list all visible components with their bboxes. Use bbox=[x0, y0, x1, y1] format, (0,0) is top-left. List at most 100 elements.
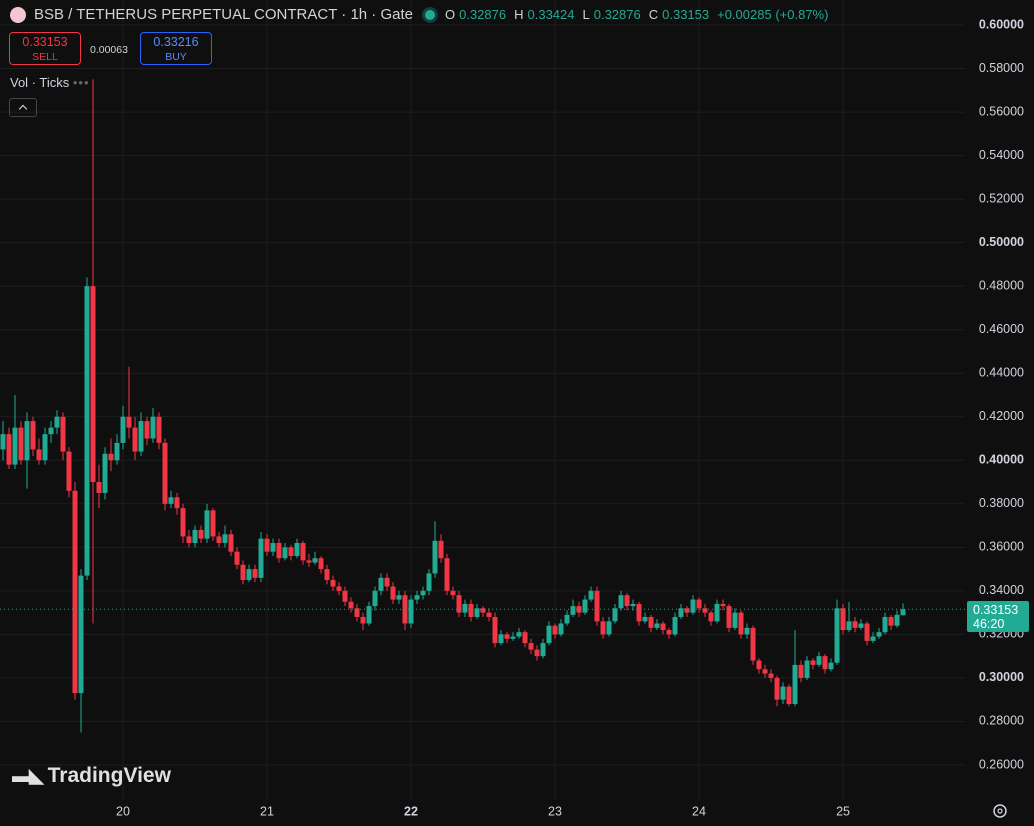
candle-body bbox=[852, 621, 858, 628]
candle-body bbox=[474, 608, 480, 617]
candle-body bbox=[318, 558, 324, 570]
candle-body bbox=[630, 603, 636, 607]
candle-body bbox=[774, 677, 780, 700]
candle-body bbox=[48, 427, 54, 435]
candle-body bbox=[558, 623, 564, 635]
sell-button[interactable]: 0.33153 SELL bbox=[9, 32, 81, 65]
symbol-icon bbox=[10, 6, 26, 23]
candle-body bbox=[114, 442, 120, 461]
candle-body bbox=[486, 612, 492, 617]
countdown: 46:20 bbox=[973, 617, 1005, 631]
candle-body bbox=[708, 612, 714, 622]
candle-body bbox=[462, 603, 468, 613]
candle-body bbox=[606, 621, 612, 635]
candle-body bbox=[612, 608, 618, 622]
candle-body bbox=[390, 586, 396, 600]
candle-body bbox=[414, 595, 420, 600]
candle-body bbox=[798, 664, 804, 678]
y-tick-label: 0.56000 bbox=[979, 104, 1024, 118]
candle-body bbox=[102, 453, 108, 493]
candle-body bbox=[294, 542, 300, 557]
candle-body bbox=[36, 449, 42, 461]
open-value: 0.32876 bbox=[459, 7, 507, 22]
candle-body bbox=[726, 606, 732, 628]
candle-body bbox=[156, 416, 162, 443]
candle-body bbox=[786, 686, 792, 705]
candle-body bbox=[222, 534, 228, 543]
candle-body bbox=[252, 569, 258, 578]
low-value: 0.32876 bbox=[593, 7, 641, 22]
y-tick-label: 0.26000 bbox=[979, 757, 1024, 771]
candle-body bbox=[342, 590, 348, 602]
y-tick-label: 0.52000 bbox=[979, 191, 1024, 205]
x-tick-label: 25 bbox=[836, 804, 850, 818]
candle-body bbox=[408, 599, 414, 624]
settings-icon[interactable] bbox=[993, 804, 1007, 818]
indicator-legend[interactable]: Vol · Ticks ••• bbox=[10, 75, 90, 90]
candle-body bbox=[522, 632, 528, 644]
candle-body bbox=[288, 547, 294, 557]
last-price: 0.33153 bbox=[973, 603, 1019, 617]
candle-body bbox=[900, 609, 906, 616]
candle-body bbox=[378, 577, 384, 591]
candle-body bbox=[516, 632, 522, 637]
y-tick-label: 0.34000 bbox=[979, 583, 1024, 597]
open-label: O bbox=[444, 7, 456, 22]
collapse-toggle[interactable] bbox=[9, 98, 37, 117]
candle-body bbox=[18, 427, 24, 461]
candle-body bbox=[690, 599, 696, 613]
candle-body bbox=[876, 632, 882, 637]
candle-body bbox=[648, 616, 654, 628]
candle-body bbox=[588, 590, 594, 600]
candle-body bbox=[366, 606, 372, 624]
candle-body bbox=[66, 451, 72, 491]
candle-body bbox=[348, 601, 354, 609]
candle-body bbox=[96, 482, 102, 493]
candle-body bbox=[792, 664, 798, 705]
candle-body bbox=[204, 510, 210, 539]
candle-body bbox=[840, 608, 846, 631]
candle-body bbox=[858, 623, 864, 628]
candle-body bbox=[90, 286, 96, 483]
candle-body bbox=[438, 540, 444, 559]
candle-body bbox=[360, 616, 366, 624]
y-tick-label: 0.46000 bbox=[979, 322, 1024, 336]
candle-body bbox=[750, 627, 756, 661]
high-label: H bbox=[514, 7, 524, 22]
candle-body bbox=[822, 656, 828, 670]
candle-body bbox=[600, 621, 606, 635]
candle-body bbox=[642, 616, 648, 622]
candle-body bbox=[312, 558, 318, 563]
candle-body bbox=[264, 538, 270, 552]
candle-body bbox=[894, 614, 900, 626]
candle-body bbox=[60, 416, 66, 452]
candle-body bbox=[54, 416, 60, 428]
candle-body bbox=[456, 595, 462, 613]
candle-body bbox=[150, 416, 156, 439]
y-tick-label: 0.28000 bbox=[979, 714, 1024, 728]
y-tick-label: 0.40000 bbox=[979, 453, 1024, 467]
candle-body bbox=[402, 595, 408, 624]
candle-body bbox=[696, 599, 702, 609]
candle-body bbox=[678, 608, 684, 617]
buy-price: 0.33216 bbox=[153, 35, 199, 49]
close-label: C bbox=[648, 7, 659, 22]
candle-body bbox=[78, 575, 84, 694]
buy-button[interactable]: 0.33216 BUY bbox=[140, 32, 212, 65]
logo: ▬◣ TradingView bbox=[12, 764, 171, 788]
candle-body bbox=[72, 490, 78, 694]
candle-body bbox=[300, 542, 306, 561]
candle-body bbox=[738, 612, 744, 635]
candle-body bbox=[624, 595, 630, 607]
candle-body bbox=[234, 551, 240, 565]
low-label: L bbox=[582, 7, 590, 22]
candle-body bbox=[192, 529, 198, 543]
candle-body bbox=[660, 623, 666, 631]
candle-body bbox=[132, 427, 138, 452]
y-tick-label: 0.60000 bbox=[979, 17, 1024, 31]
y-tick-label: 0.48000 bbox=[979, 278, 1024, 292]
last-price-tag: 0.33153 46:20 bbox=[967, 601, 1029, 632]
candle-body bbox=[780, 686, 786, 700]
indicator-name: Vol · Ticks bbox=[10, 75, 70, 90]
